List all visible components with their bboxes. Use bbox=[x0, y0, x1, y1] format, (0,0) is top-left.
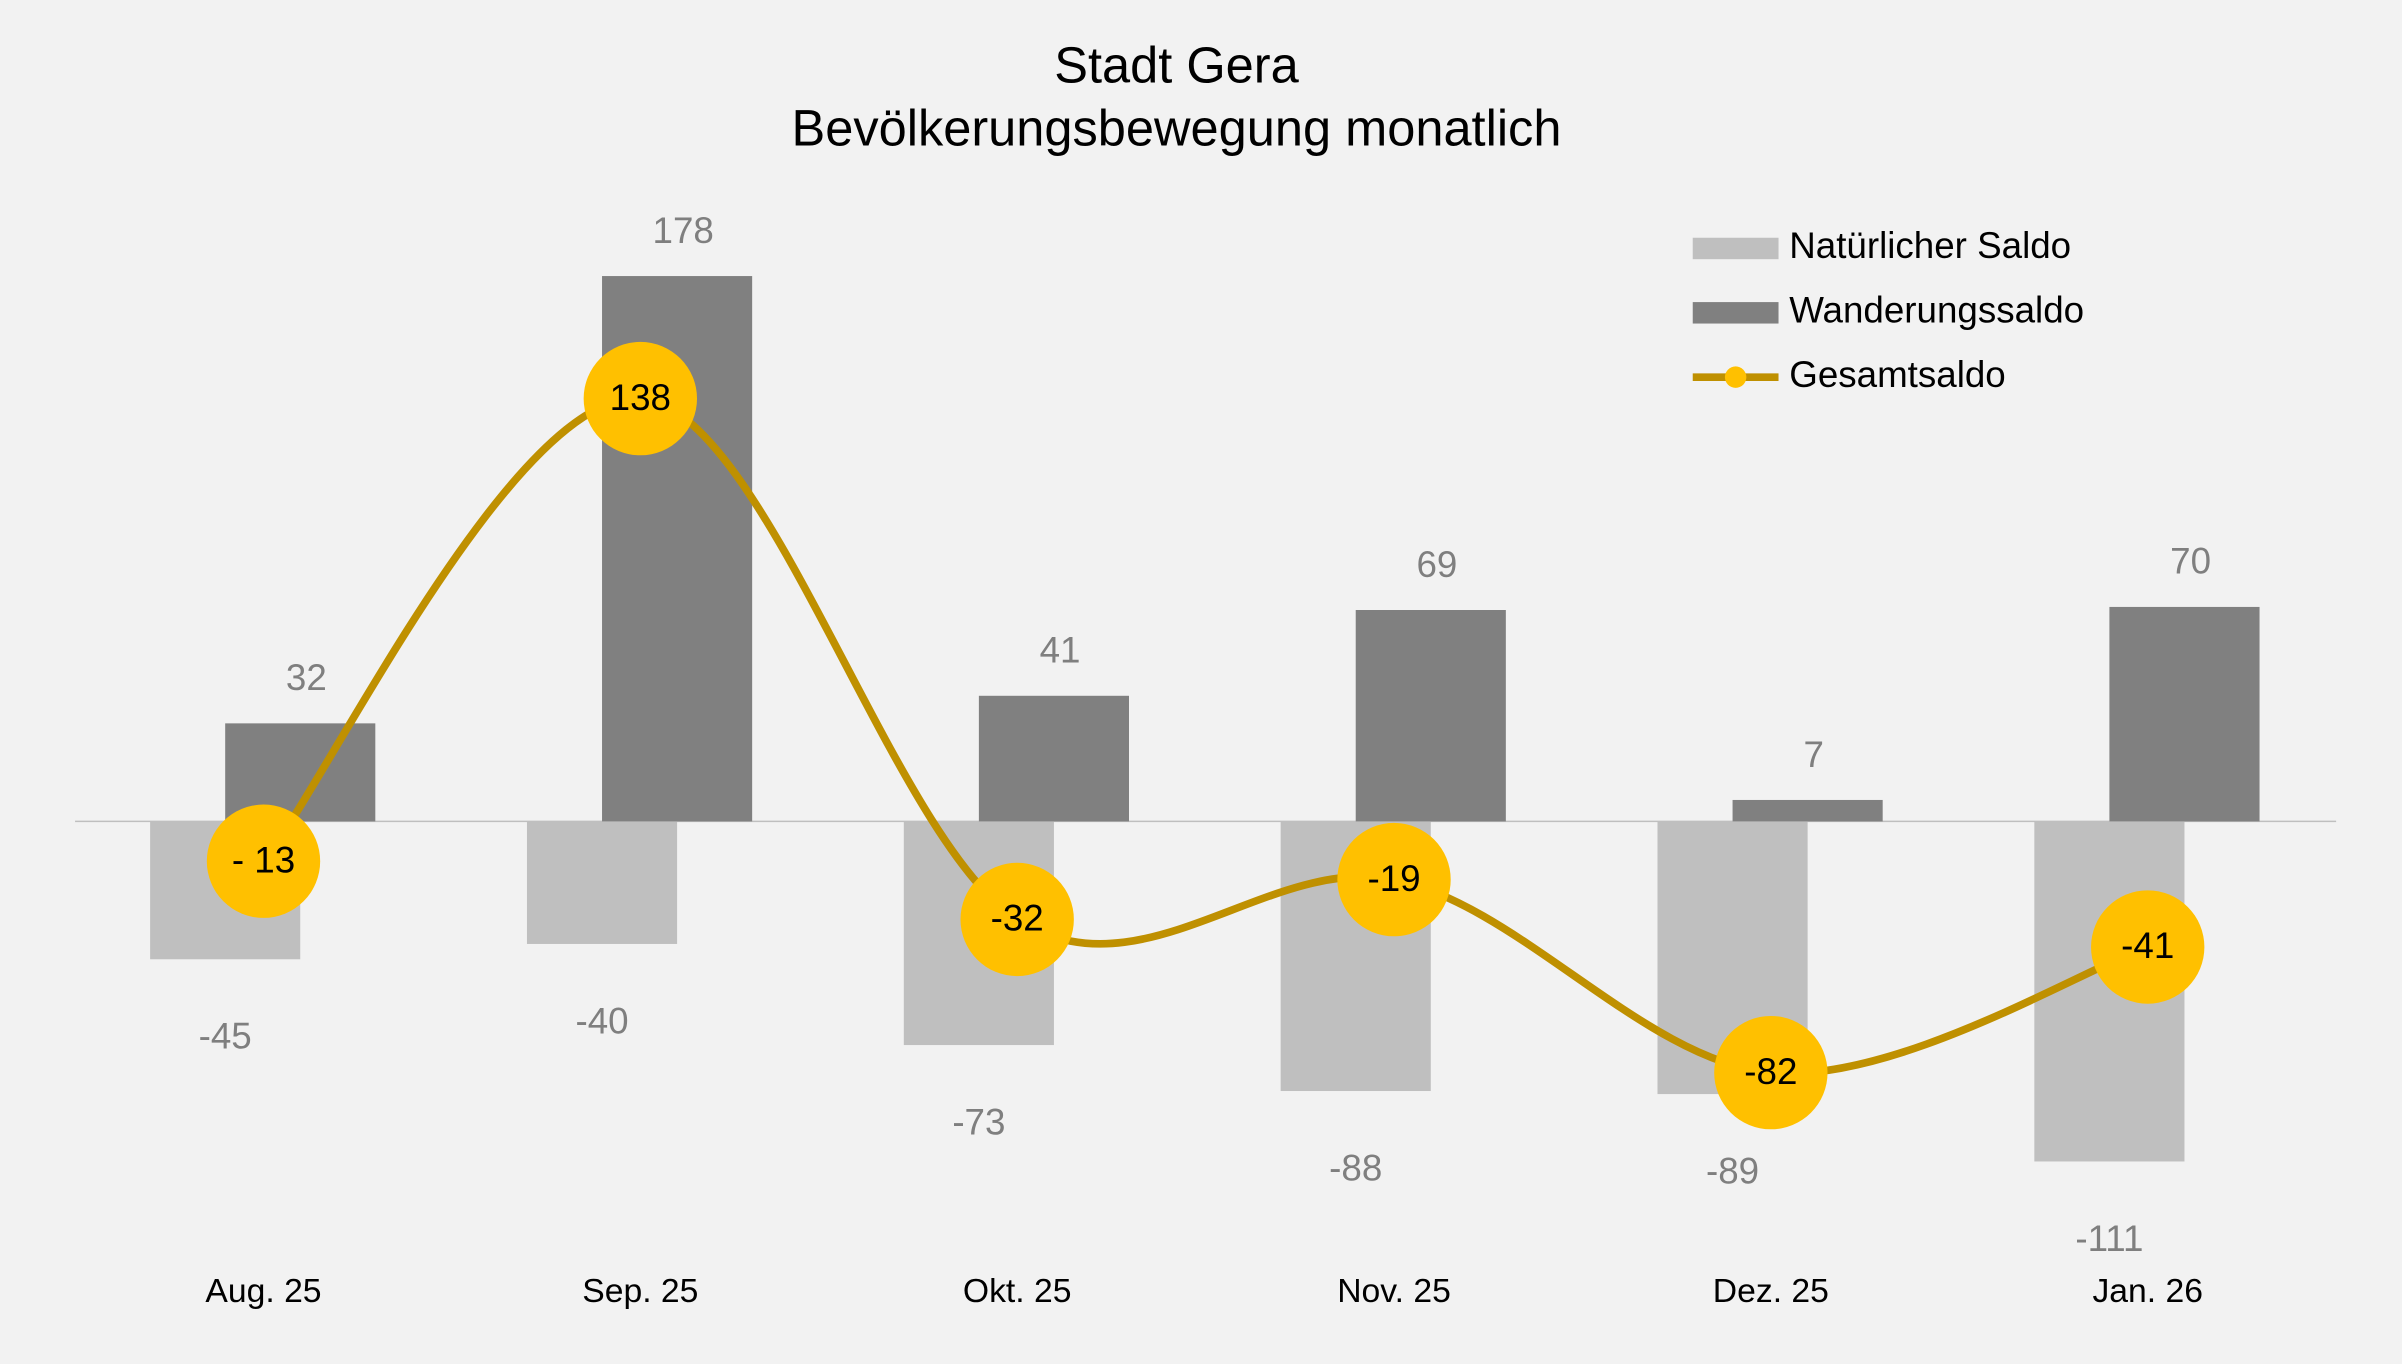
bar-value-label: -89 bbox=[1706, 1150, 1759, 1191]
x-tick-label: Sep. 25 bbox=[582, 1272, 698, 1310]
marker bbox=[960, 862, 1074, 977]
line-value-label: -32 bbox=[991, 898, 1044, 939]
bar-value-label: 7 bbox=[1804, 734, 1824, 775]
bar-value-label: -73 bbox=[952, 1101, 1005, 1142]
bar-value-label: -88 bbox=[1329, 1147, 1382, 1188]
line-value-label: -41 bbox=[2121, 925, 2174, 966]
line-value-label: -19 bbox=[1367, 858, 1420, 899]
legend-label: Natürlicher Saldo bbox=[1789, 225, 2071, 266]
line-value-label: 138 bbox=[610, 377, 671, 418]
legend-label: Wanderungssaldo bbox=[1789, 290, 2084, 331]
bar bbox=[526, 821, 678, 944]
legend-swatch bbox=[1724, 366, 1747, 388]
marker bbox=[206, 804, 321, 918]
marker bbox=[2091, 890, 2205, 1004]
bar-value-label: 178 bbox=[653, 210, 714, 251]
marker bbox=[583, 341, 698, 456]
bar-value-label: -45 bbox=[199, 1016, 252, 1057]
marker bbox=[1337, 822, 1451, 937]
bar-value-label: 69 bbox=[1416, 544, 1457, 585]
bar bbox=[1355, 610, 1506, 822]
bar-value-label: 41 bbox=[1040, 630, 1081, 671]
legend-swatch bbox=[1692, 302, 1779, 324]
bar-value-label: 70 bbox=[2170, 541, 2211, 582]
bar-value-label: 32 bbox=[286, 657, 327, 698]
marker bbox=[1714, 1015, 1828, 1130]
x-tick-label: Jan. 26 bbox=[2092, 1272, 2203, 1310]
line-value-label: -82 bbox=[1744, 1051, 1797, 1092]
x-tick-label: Dez. 25 bbox=[1713, 1272, 1829, 1310]
chart-subtitle: Bevölkerungsbewegung monatlich bbox=[792, 99, 1562, 156]
legend-swatch bbox=[1692, 237, 1779, 260]
x-tick-label: Aug. 25 bbox=[205, 1272, 321, 1310]
x-tick-label: Okt. 25 bbox=[963, 1272, 1072, 1310]
bar bbox=[978, 695, 1130, 822]
bar-value-label: -40 bbox=[575, 1000, 628, 1041]
x-tick-label: Nov. 25 bbox=[1337, 1272, 1451, 1310]
bar-value-label: -111 bbox=[2075, 1218, 2143, 1259]
chart-title: Stadt Gera bbox=[1054, 37, 1299, 94]
bar bbox=[2109, 606, 2260, 822]
line-value-label: - 13 bbox=[232, 839, 295, 880]
legend-label: Gesamtsaldo bbox=[1789, 354, 2006, 395]
bar bbox=[1732, 799, 1883, 822]
